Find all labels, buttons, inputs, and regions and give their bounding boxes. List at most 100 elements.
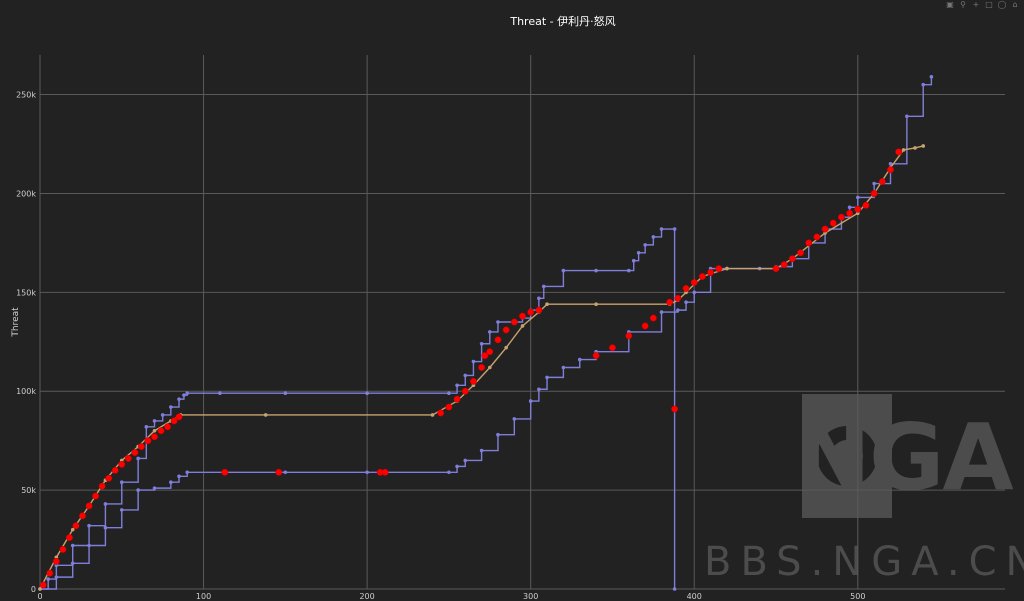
- paw-logo-icon: [802, 394, 892, 518]
- event-marker: [381, 468, 389, 476]
- series-point-1: [659, 310, 664, 314]
- series-point-1: [496, 432, 500, 437]
- series-point-1: [54, 575, 59, 579]
- event-marker: [164, 423, 172, 431]
- series-point-1: [528, 399, 533, 403]
- series-point-0: [70, 543, 75, 548]
- series-line-2: [39, 145, 924, 590]
- series-point-1: [872, 181, 876, 186]
- series-line-0: [40, 228, 676, 590]
- plus-icon[interactable]: +: [972, 0, 980, 9]
- event-marker: [641, 322, 649, 330]
- event-marker: [788, 255, 796, 263]
- series-layer: [38, 74, 934, 591]
- event-marker: [275, 468, 283, 476]
- event-marker: [862, 201, 870, 209]
- event-marker: [221, 468, 229, 476]
- series-point-1: [888, 161, 893, 166]
- series-point-0: [136, 456, 140, 461]
- series-point-1: [283, 470, 288, 475]
- box-select-icon[interactable]: □: [985, 0, 993, 9]
- series-point-1: [676, 308, 680, 312]
- series-point-0: [471, 359, 476, 364]
- event-marker: [870, 189, 878, 197]
- event-marker: [609, 344, 616, 352]
- event-marker: [92, 492, 100, 500]
- y-tick-label: 50k: [21, 486, 36, 495]
- series-point-1: [921, 82, 926, 87]
- series-point-0: [672, 587, 677, 591]
- series-point-0: [672, 227, 677, 231]
- series-point-0: [659, 227, 664, 231]
- series-point-1: [136, 488, 140, 492]
- y-tick-label: 100k: [16, 387, 36, 396]
- event-marker: [98, 482, 106, 490]
- series-point-0: [169, 405, 173, 409]
- series-point-0: [160, 413, 165, 417]
- event-marker: [79, 512, 86, 520]
- series-point-0: [541, 284, 546, 289]
- lasso-icon[interactable]: ◯: [997, 0, 1007, 9]
- event-marker: [453, 395, 461, 403]
- watermark-logo-text: NGA: [794, 404, 1014, 511]
- event-marker: [797, 249, 805, 257]
- event-marker: [486, 348, 494, 356]
- series-point-0: [144, 425, 149, 429]
- event-marker: [854, 205, 862, 213]
- event-marker: [666, 298, 674, 306]
- series-point-1: [119, 508, 124, 512]
- zoom-icon[interactable]: ⚲: [960, 0, 966, 9]
- series-point-1: [512, 417, 517, 421]
- event-marker: [821, 225, 829, 233]
- event-marker: [52, 557, 60, 565]
- x-tick-label: 500: [850, 592, 865, 601]
- y-tick-label: 250k: [16, 91, 36, 100]
- nga-watermark: NGA BBS.NGA.CN: [704, 394, 1024, 585]
- series-point-0: [463, 373, 468, 378]
- series-point-2: [594, 302, 598, 307]
- tick-layer: 0 100 200 300 400 500 0 50k 100k 150k 200k 250k: [16, 91, 865, 601]
- y-tick-label: 0: [31, 585, 36, 594]
- event-marker: [72, 522, 80, 530]
- event-marker: [510, 318, 518, 326]
- camera-icon[interactable]: ▣: [946, 0, 954, 9]
- event-marker: [105, 474, 113, 482]
- event-marker: [437, 409, 445, 417]
- series-point-0: [631, 258, 636, 263]
- series-point-1: [103, 525, 108, 530]
- event-marker: [671, 405, 679, 413]
- series-point-2: [725, 266, 729, 271]
- series-point-1: [365, 470, 369, 475]
- event-marker: [805, 239, 813, 247]
- y-axis-label: Threat: [11, 307, 21, 338]
- x-tick-label: 400: [687, 592, 702, 601]
- series-point-1: [169, 480, 173, 485]
- event-marker: [887, 166, 894, 174]
- series-point-0: [496, 320, 500, 324]
- event-marker: [674, 294, 682, 302]
- series-point-0: [283, 391, 288, 396]
- series-point-0: [479, 341, 484, 346]
- series-point-2: [487, 365, 492, 370]
- event-marker: [118, 460, 126, 468]
- event-marker: [535, 306, 543, 314]
- event-marker: [625, 332, 633, 340]
- x-tick-label: 100: [196, 592, 211, 601]
- event-marker: [39, 581, 47, 589]
- event-marker: [46, 569, 54, 577]
- event-marker: [85, 502, 93, 510]
- series-point-1: [684, 300, 688, 305]
- series-point-0: [119, 480, 124, 485]
- event-marker: [772, 265, 780, 273]
- series-line-1: [40, 76, 933, 590]
- series-point-1: [929, 74, 934, 79]
- series-point-2: [901, 148, 906, 152]
- event-marker: [502, 326, 510, 334]
- series-point-1: [177, 474, 181, 479]
- series-point-2: [70, 527, 75, 532]
- series-point-0: [365, 391, 369, 396]
- event-marker: [649, 314, 657, 322]
- home-icon[interactable]: ⌂: [1012, 0, 1018, 9]
- series-point-2: [152, 428, 157, 433]
